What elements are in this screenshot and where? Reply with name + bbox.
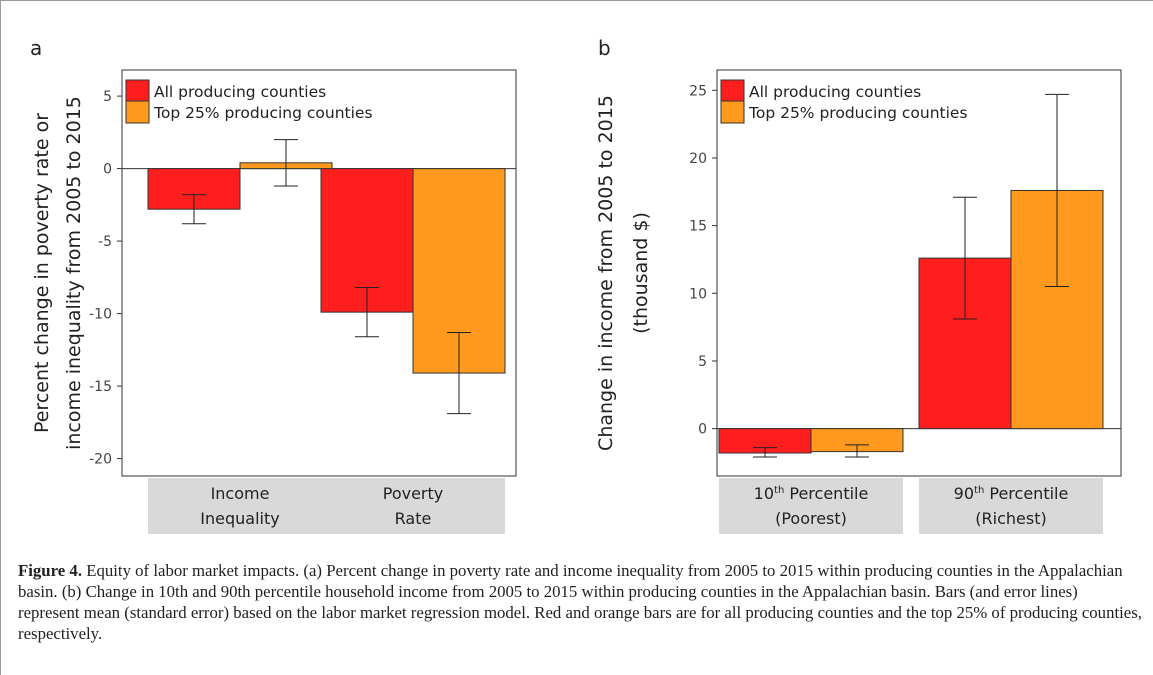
category-label-b-1: 90th Percentile	[954, 484, 1069, 503]
category-label-b-1: (Richest)	[975, 509, 1046, 528]
y-tick-label-b: 5	[698, 354, 707, 370]
category-label-a-1: Rate	[395, 509, 432, 528]
y-tick-label-b: 0	[698, 422, 707, 438]
figure-canvas: a 5 0 -5 -10 -15 -20 Percent change in poverty …	[30, 36, 1122, 534]
category-box-b-0	[719, 478, 903, 534]
category-label-a-0: Inequality	[200, 509, 279, 528]
y-tick-label-a: -5	[98, 234, 112, 250]
category-label-b-0: 10th Percentile	[754, 484, 869, 503]
y-tick-label-a: -15	[89, 379, 112, 395]
y-tick-label-b: 10	[689, 286, 707, 302]
caption-label: Figure 4.	[18, 561, 83, 580]
legend-label-a-1: Top 25% producing counties	[153, 104, 373, 122]
panel-label-a: a	[30, 36, 42, 60]
category-label-a-1: Poverty	[383, 484, 444, 503]
y-tick-label-a: -20	[89, 452, 112, 468]
category-label-a-0: Income	[211, 484, 270, 503]
category-box-a-0	[148, 478, 332, 534]
legend-swatch-a-1	[125, 100, 150, 124]
figure-caption: Figure 4. Equity of labor market impacts…	[18, 560, 1143, 644]
category-label-b-0: (Poorest)	[775, 509, 847, 528]
legend-label-a-0: All producing counties	[154, 83, 326, 101]
y-axis-label-a: income inequality from 2005 to 2015	[63, 96, 85, 450]
plot-area-b	[716, 69, 1122, 477]
plot-area-a	[121, 69, 517, 477]
legend-swatch-b-1	[720, 100, 745, 124]
y-tick-label-a: -10	[89, 307, 112, 323]
panel-label-b: b	[598, 36, 611, 60]
category-box-b-1	[919, 478, 1103, 534]
category-box-a-1	[321, 478, 505, 534]
y-tick-label-a: 5	[103, 89, 112, 105]
legend-swatch-b-0	[720, 79, 745, 103]
y-tick-label-b: 20	[689, 151, 707, 167]
y-axis-label-b: (thousand $)	[630, 212, 652, 334]
y-tick-label-b: 15	[689, 219, 707, 235]
caption-text: Equity of labor market impacts. (a) Perc…	[18, 561, 1142, 643]
legend-swatch-a-0	[125, 79, 150, 103]
y-tick-label-a: 0	[103, 162, 112, 178]
y-axis-label-a: Percent change in poverty rate or	[31, 113, 53, 433]
y-tick-label-b: 25	[689, 83, 707, 99]
legend-label-b-1: Top 25% producing counties	[748, 104, 968, 122]
legend-label-b-0: All producing counties	[749, 83, 921, 101]
y-axis-label-b: Change in income from 2005 to 2015	[595, 95, 617, 451]
